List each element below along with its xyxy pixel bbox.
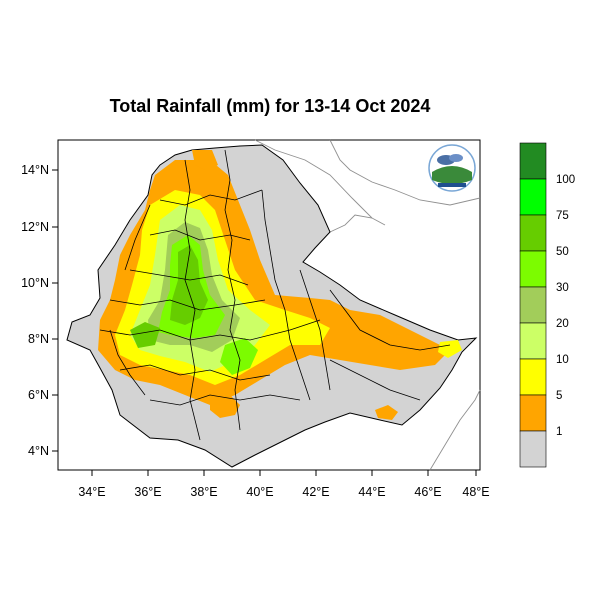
lat-label: 4°N bbox=[28, 444, 49, 458]
lon-label: 42°E bbox=[302, 485, 329, 499]
legend-label: 5 bbox=[556, 390, 562, 402]
rain-50mm-west bbox=[130, 322, 160, 348]
rainfall-field bbox=[98, 150, 462, 420]
legend-swatch-20 bbox=[519, 286, 547, 324]
lon-label: 34°E bbox=[78, 485, 105, 499]
map-title: Total Rainfall (mm) for 13-14 Oct 2024 bbox=[109, 96, 431, 116]
lon-label: 36°E bbox=[134, 485, 161, 499]
lat-label: 14°N bbox=[21, 163, 49, 177]
lat-label: 6°N bbox=[28, 388, 49, 402]
legend-swatch-30 bbox=[519, 250, 547, 288]
legend-swatch-75 bbox=[519, 178, 547, 216]
axis-ticks bbox=[52, 169, 477, 476]
legend-swatch-5 bbox=[519, 358, 547, 396]
rain-1mm-ne bbox=[192, 150, 218, 170]
lon-label: 46°E bbox=[414, 485, 441, 499]
legend-label: 30 bbox=[556, 282, 569, 294]
rain-50mm bbox=[170, 245, 208, 325]
legend-swatch-100plus bbox=[519, 142, 547, 180]
rain-1mm-se bbox=[375, 405, 398, 420]
rain-5mm-east bbox=[438, 340, 462, 358]
legend-swatch-50 bbox=[519, 214, 547, 252]
legend-label: 75 bbox=[556, 210, 569, 222]
lon-label: 38°E bbox=[190, 485, 217, 499]
legend-swatch-10 bbox=[519, 322, 547, 360]
lat-labels: 14°N 12°N 10°N 8°N 6°N 4°N bbox=[21, 163, 49, 458]
legend-label: 50 bbox=[556, 246, 569, 258]
lon-label: 40°E bbox=[246, 485, 273, 499]
legend-label: 20 bbox=[556, 318, 569, 330]
lat-label: 12°N bbox=[21, 220, 49, 234]
lon-labels: 34°E 36°E 38°E 40°E 42°E 44°E 46°E 48°E bbox=[78, 485, 489, 499]
admin-boundaries bbox=[99, 149, 451, 441]
lon-label: 48°E bbox=[462, 485, 489, 499]
lat-label: 10°N bbox=[21, 276, 49, 290]
neighbour-borders bbox=[254, 139, 481, 471]
agency-logo bbox=[428, 144, 476, 192]
legend-label: 1 bbox=[556, 426, 562, 438]
lon-label: 44°E bbox=[358, 485, 385, 499]
legend-swatch-1 bbox=[519, 394, 547, 432]
colorbar-legend: 100 75 50 30 20 10 5 1 bbox=[519, 142, 575, 468]
legend-label: 10 bbox=[556, 354, 569, 366]
legend-swatch-0 bbox=[519, 430, 547, 468]
lat-label: 8°N bbox=[28, 332, 49, 346]
legend-label: 100 bbox=[556, 174, 575, 186]
rain-1mm-south bbox=[210, 395, 240, 418]
